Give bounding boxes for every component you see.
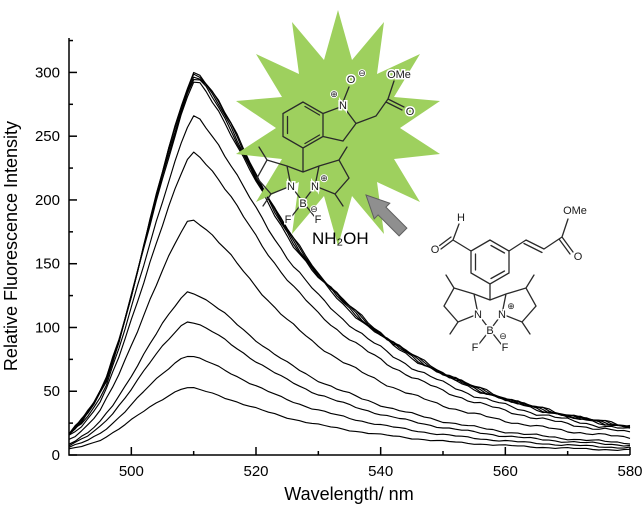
spectrum-curve-spectrum-5 — [68, 219, 631, 440]
x-axis-title: Wavelength/ nm — [284, 484, 413, 504]
reaction-arrow-icon — [365, 194, 408, 237]
nh2oh-label: NH₂OH — [312, 229, 369, 248]
spectrum-curve-spectrum-3 — [68, 321, 631, 447]
reactant-bond-lines — [438, 218, 574, 345]
x-tick-label: 580 — [617, 463, 642, 480]
aldehyde-oxygen-label: O — [431, 244, 440, 256]
spectrum-curve-spectrum-12 — [68, 71, 631, 435]
n-oxide-oxygen-label: O — [347, 74, 356, 86]
plus-charge-label: ⊕ — [330, 89, 338, 99]
spectra-curves — [68, 71, 631, 451]
reactant-structure: O H O OMe N N ⊕ B ⊖ F F — [429, 204, 588, 356]
green-star-burst — [236, 10, 440, 246]
y-tick-label: 250 — [35, 128, 60, 145]
y-tick-label: 0 — [52, 447, 60, 464]
pyrrole-nitrogen-label: N — [474, 309, 482, 321]
x-tick-label: 500 — [119, 463, 144, 480]
spectrum-curve-spectrum-8 — [68, 81, 631, 435]
methyl-ester-label: OMe — [387, 69, 411, 81]
axes: 500 520 540 560 580 0 50 100 150 200 250 300 — [35, 38, 642, 480]
y-tick-label: 50 — [43, 383, 60, 400]
x-tick-label: 560 — [493, 463, 518, 480]
carbonyl-oxygen-label: O — [574, 251, 583, 263]
boron-label: B — [486, 325, 493, 337]
spectrum-curve-spectrum-4 — [68, 291, 631, 445]
pyrrole-nitrogen-label: N — [498, 309, 506, 321]
spectrum-curve-spectrum-1 — [68, 387, 631, 451]
y-tick-label: 150 — [35, 256, 60, 273]
minus-charge-label: ⊖ — [358, 68, 366, 78]
x-tick-label: 540 — [368, 463, 393, 480]
y-axis-title: Relative Fluorescence Intensity — [1, 121, 21, 371]
minus-charge-label: ⊖ — [310, 204, 318, 214]
spectrum-curve-spectrum-6 — [68, 151, 631, 436]
y-tick-label: 200 — [35, 192, 60, 209]
product-structure: N ⊕ O ⊖ O OMe N N ⊕ B ⊖ F F — [256, 67, 416, 228]
fluorine-label: F — [315, 214, 322, 226]
y-tick-label: 300 — [35, 64, 60, 81]
methyl-ester-label: OMe — [563, 205, 587, 217]
boron-label: B — [299, 198, 306, 210]
spectrum-curve-spectrum-7 — [68, 115, 631, 435]
n-oxide-nitrogen-label: N — [339, 100, 347, 112]
pyrrole-nitrogen-label: N — [287, 181, 295, 193]
y-tick-label: 100 — [35, 319, 60, 336]
carbonyl-oxygen-label: O — [406, 106, 415, 118]
fluorine-label: F — [472, 342, 479, 354]
spectrum-curve-spectrum-2 — [68, 355, 631, 449]
plus-charge-label: ⊕ — [507, 301, 515, 311]
plus-charge-label: ⊕ — [320, 173, 328, 183]
x-tick-label: 520 — [243, 463, 268, 480]
aldehyde-hydrogen-label: H — [457, 212, 465, 224]
pyrrole-nitrogen-label: N — [311, 181, 319, 193]
product-bond-lines — [256, 80, 405, 217]
minus-charge-label: ⊖ — [499, 331, 507, 341]
fluorine-label: F — [285, 214, 292, 226]
fluorine-label: F — [502, 342, 509, 354]
